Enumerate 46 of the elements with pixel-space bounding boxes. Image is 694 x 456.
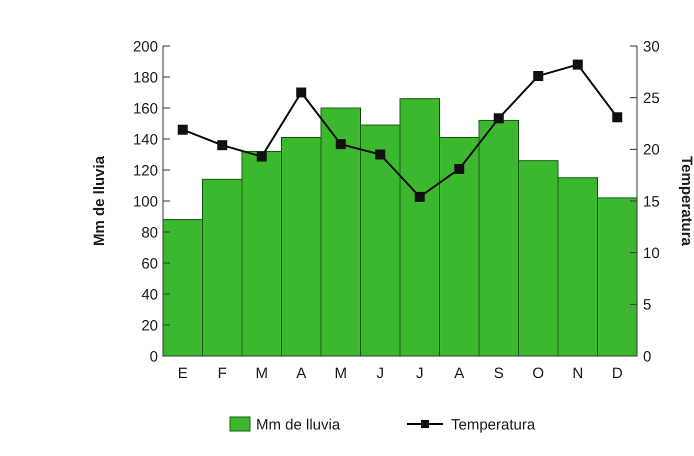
point: [178, 124, 188, 135]
y2-tick-label: 0: [643, 348, 652, 366]
y-tick-label: 80: [141, 224, 158, 242]
y-tick-label: 140: [132, 131, 158, 148]
y-tick-label: 180: [132, 69, 158, 86]
point: [256, 152, 267, 162]
y-axis-title: Mm de lluvia: [91, 155, 108, 246]
point: [572, 60, 583, 70]
point: [217, 140, 228, 150]
y2-tick-label: 20: [643, 142, 660, 159]
legend-label: Mm de lluvia: [256, 416, 341, 434]
y-tick-label: 0: [150, 348, 158, 366]
x-tick-label: E: [178, 365, 188, 382]
y-tick-label: 100: [132, 193, 158, 210]
point: [414, 192, 425, 202]
point: [494, 113, 504, 124]
x-tick-label: O: [532, 365, 544, 382]
x-tick-label: M: [256, 365, 268, 382]
y2-tick-label: 25: [643, 90, 660, 107]
x-tick-label: M: [334, 365, 347, 382]
x-tick-label: N: [572, 365, 584, 382]
y2-axis-title: Temperatura: [678, 156, 694, 247]
y-tick-label: 60: [141, 255, 158, 272]
y-tick-label: 120: [132, 162, 158, 180]
x-tick-label: F: [218, 365, 227, 382]
x-tick-label: J: [376, 365, 384, 382]
y2-tick-label: 30: [643, 38, 660, 56]
y-tick-label: 20: [141, 317, 158, 334]
point: [454, 164, 464, 174]
legend-label: Temperatura: [451, 416, 536, 434]
x-tick-label: D: [612, 365, 623, 382]
x-tick-label: A: [296, 365, 306, 382]
y-tick-label: 160: [132, 100, 158, 118]
y-tick-label: 40: [141, 286, 158, 304]
x-tick-label: S: [494, 365, 504, 382]
point: [533, 70, 544, 81]
y2-tick-label: 10: [643, 244, 660, 262]
point: [612, 112, 622, 122]
y-tick-label: 200: [132, 38, 158, 56]
point: [375, 150, 386, 160]
x-tick-label: A: [454, 365, 464, 382]
y2-tick-label: 5: [643, 296, 652, 314]
y2-tick-label: 15: [643, 193, 660, 210]
x-tick-label: J: [416, 365, 424, 382]
point: [296, 88, 306, 98]
point: [336, 139, 346, 150]
